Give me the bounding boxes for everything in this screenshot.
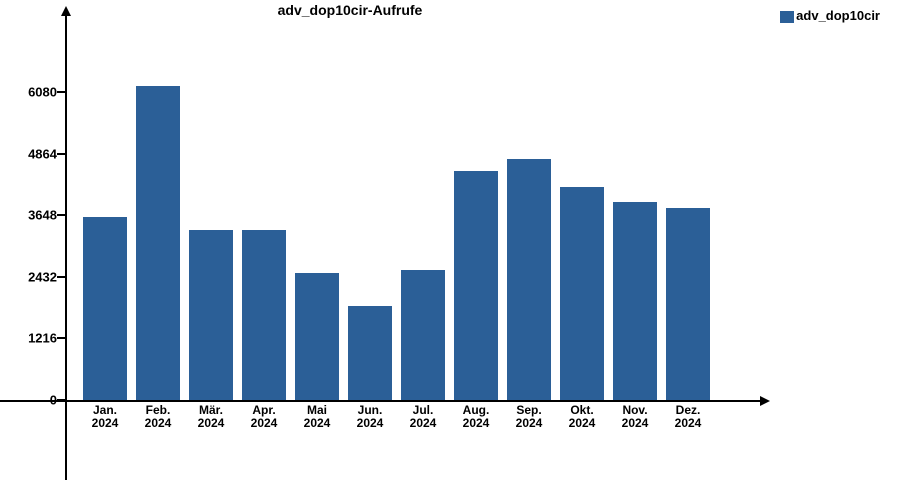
- bars-group: [65, 20, 745, 400]
- legend-swatch: [780, 11, 794, 23]
- y-tick: [57, 337, 65, 339]
- bar: [189, 230, 233, 400]
- bar: [401, 270, 445, 400]
- plot-area: 012162432364848646080Jan.2024Feb.2024Mär…: [65, 20, 745, 400]
- chart-title: adv_dop10cir-Aufrufe: [0, 2, 700, 18]
- x-tick-label: Jun.2024: [348, 404, 392, 430]
- x-tick-label: Okt.2024: [560, 404, 604, 430]
- x-tick-label: Feb.2024: [136, 404, 180, 430]
- bar: [348, 306, 392, 400]
- y-tick: [57, 91, 65, 93]
- bar: [83, 217, 127, 400]
- bar: [454, 171, 498, 400]
- x-tick-label: Mär.2024: [189, 404, 233, 430]
- bar: [613, 202, 657, 400]
- x-tick-label: Mai2024: [295, 404, 339, 430]
- y-tick: [57, 153, 65, 155]
- y-tick-label: 2432: [7, 269, 57, 284]
- y-tick: [57, 399, 65, 401]
- x-tick-label: Aug.2024: [454, 404, 498, 430]
- x-tick-label: Sep.2024: [507, 404, 551, 430]
- legend: adv_dop10cir: [780, 8, 880, 23]
- bar: [242, 230, 286, 400]
- bar-chart: adv_dop10cir-Aufrufe adv_dop10cir 012162…: [0, 0, 900, 500]
- bar: [295, 273, 339, 400]
- y-tick: [57, 276, 65, 278]
- y-tick-label: 6080: [7, 84, 57, 99]
- y-tick-label: 0: [7, 393, 57, 408]
- y-tick-label: 4864: [7, 146, 57, 161]
- x-axis: [0, 400, 760, 402]
- x-tick-label: Nov.2024: [613, 404, 657, 430]
- x-tick-label: Jan.2024: [83, 404, 127, 430]
- bar: [136, 86, 180, 400]
- bar: [507, 159, 551, 400]
- y-tick-label: 3648: [7, 208, 57, 223]
- bar: [560, 187, 604, 400]
- bar: [666, 208, 710, 400]
- x-axis-arrow: [760, 396, 770, 406]
- x-tick-label: Apr.2024: [242, 404, 286, 430]
- y-axis-arrow: [61, 6, 71, 16]
- x-tick-label: Jul.2024: [401, 404, 445, 430]
- y-tick-label: 1216: [7, 331, 57, 346]
- legend-label: adv_dop10cir: [796, 8, 880, 23]
- x-tick-label: Dez.2024: [666, 404, 710, 430]
- y-tick: [57, 214, 65, 216]
